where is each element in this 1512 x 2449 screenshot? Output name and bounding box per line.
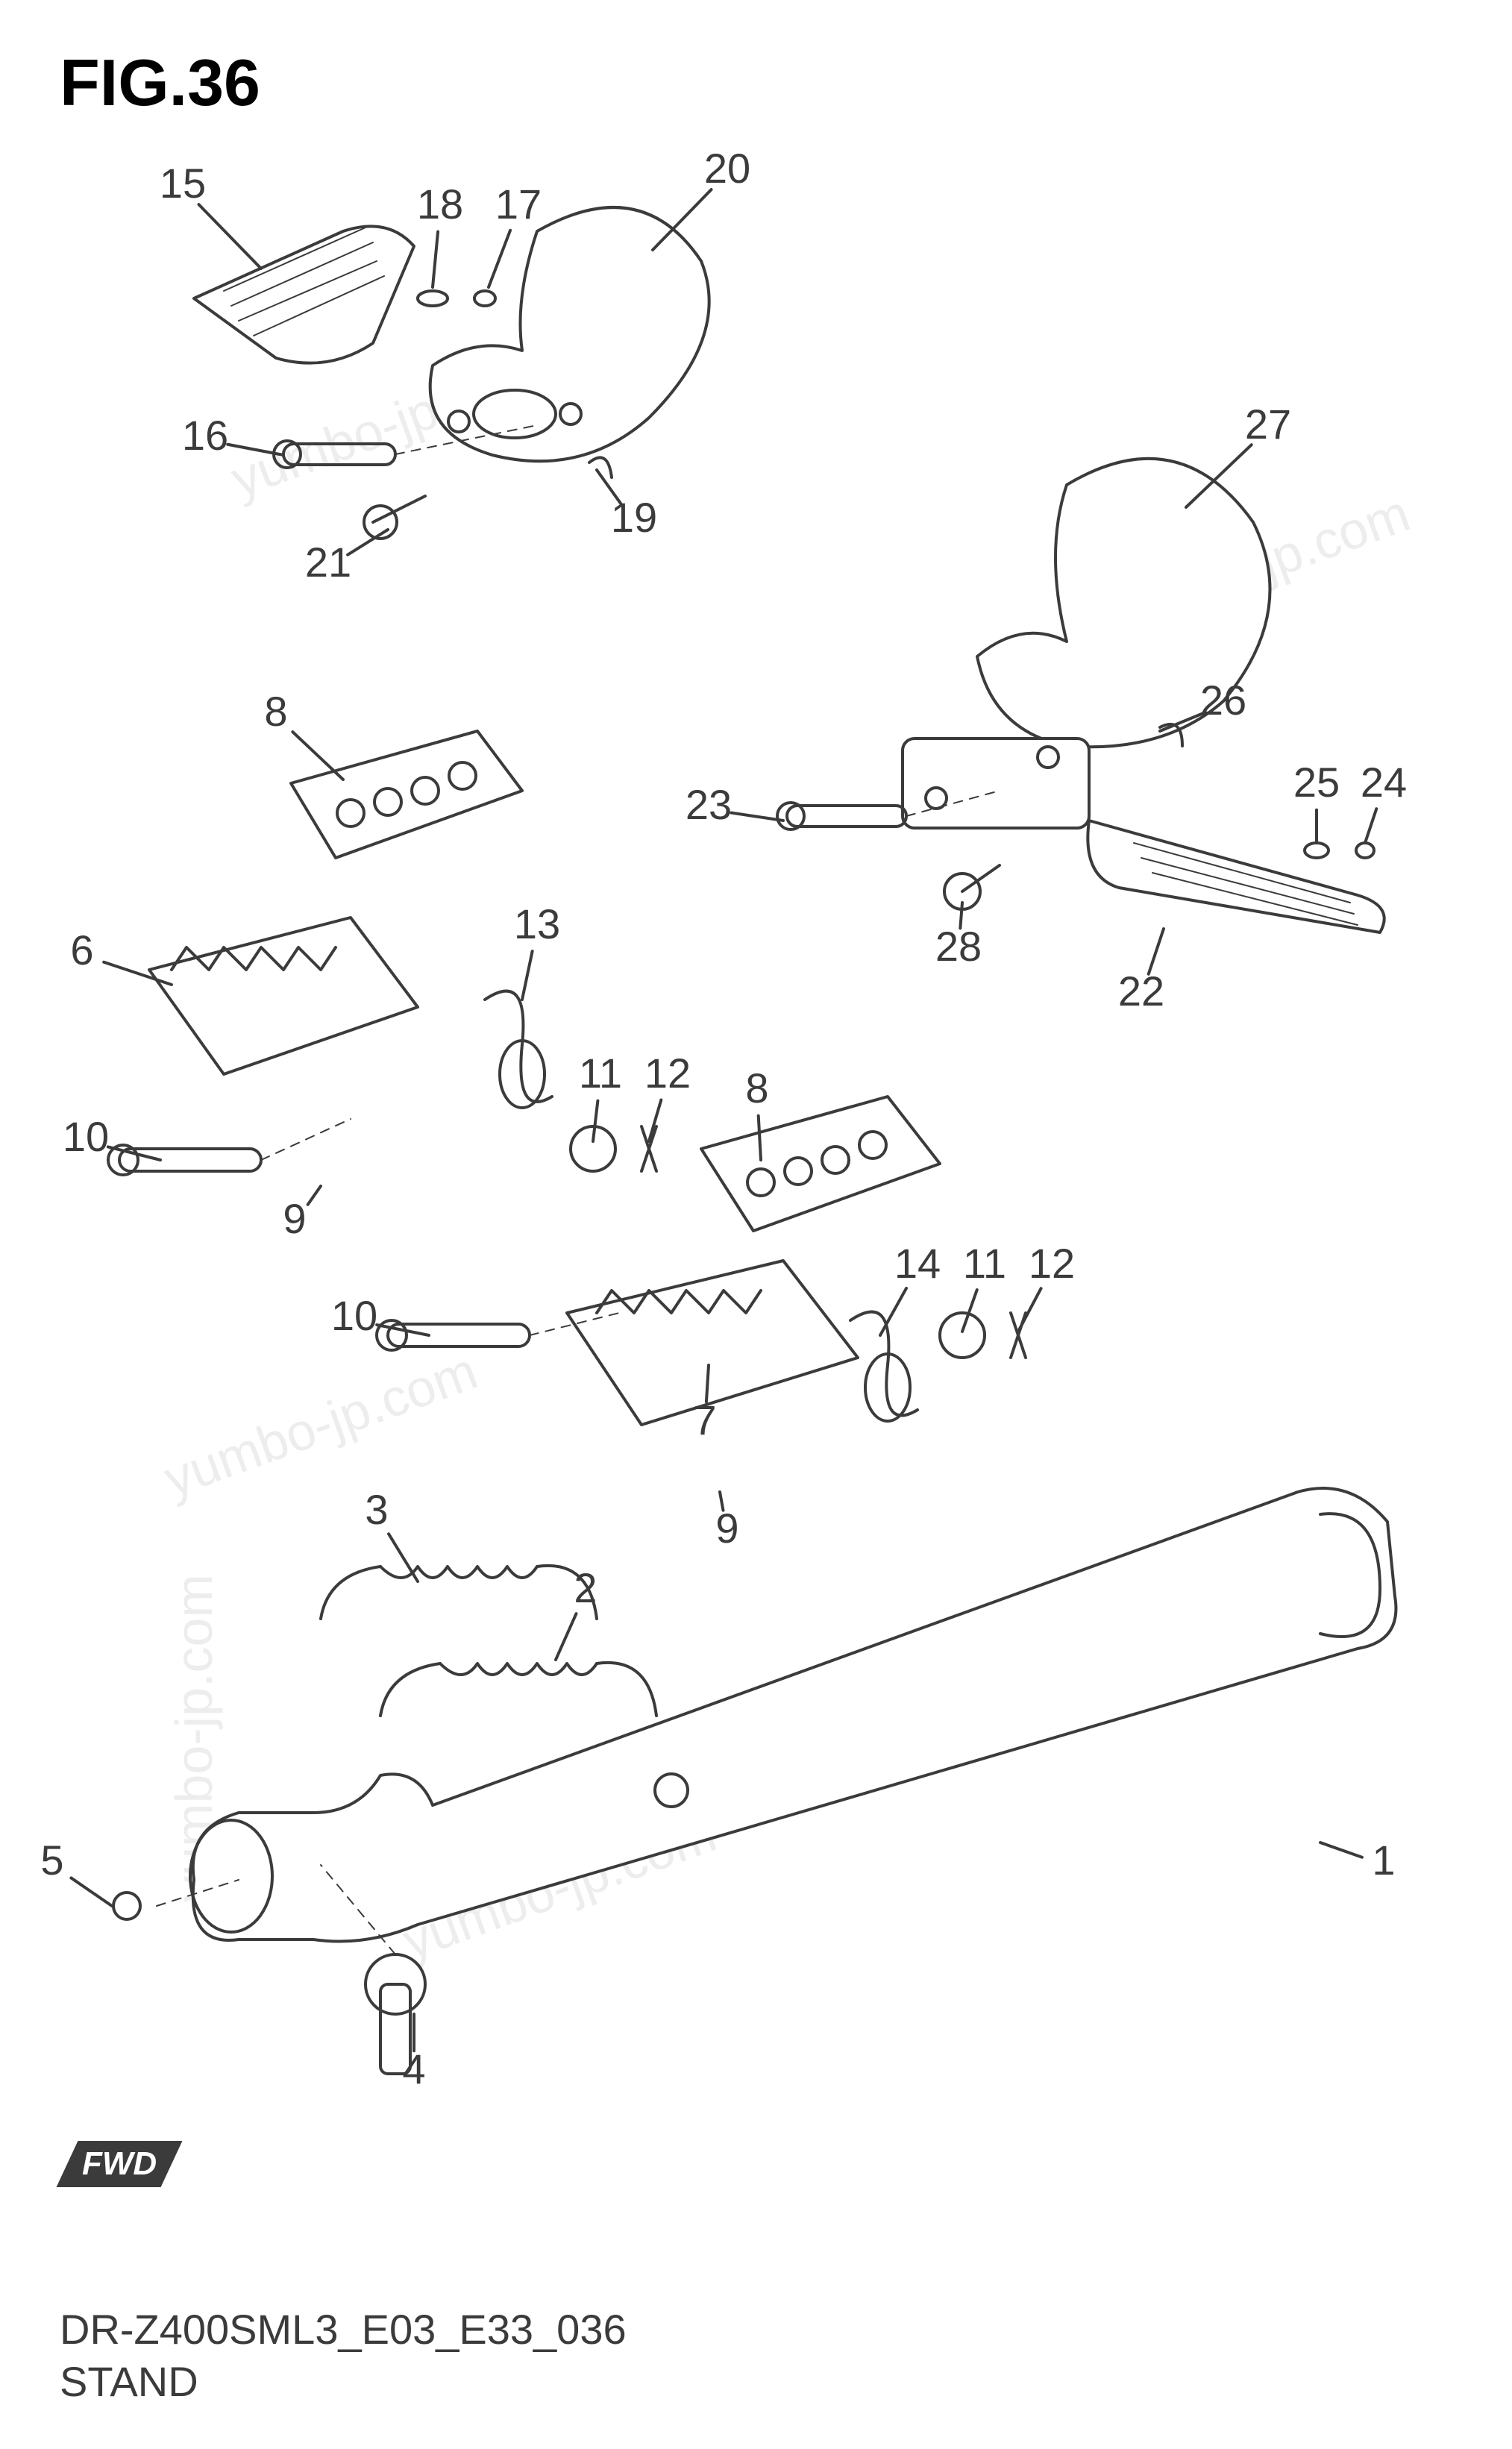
callout-10: 10 [313, 1295, 396, 1337]
callout-20: 20 [686, 148, 769, 189]
callout-24: 24 [1342, 762, 1425, 803]
callout-4: 4 [372, 2048, 456, 2090]
callout-15: 15 [141, 163, 225, 204]
callout-12: 12 [1010, 1243, 1094, 1285]
callout-12: 12 [626, 1053, 709, 1094]
callout-21: 21 [286, 542, 370, 583]
callout-2: 2 [544, 1567, 627, 1609]
callout-8: 8 [234, 691, 318, 733]
callout-13: 13 [495, 903, 579, 945]
callout-19: 19 [592, 497, 676, 539]
callout-10: 10 [44, 1116, 128, 1158]
page: FIG.36 yumbo-jp.com yumbo-jp.com yumbo-j… [0, 0, 1512, 2449]
callout-3: 3 [335, 1489, 418, 1531]
callout-1: 1 [1342, 1840, 1425, 1881]
callout-16: 16 [163, 415, 247, 457]
callout-layer: 1518172016211927262524232822861311121098… [0, 0, 1512, 2449]
callout-6: 6 [40, 929, 124, 971]
callout-27: 27 [1226, 404, 1310, 445]
callout-8: 8 [715, 1067, 799, 1109]
callout-5: 5 [10, 1840, 94, 1881]
callout-7: 7 [663, 1399, 747, 1441]
callout-26: 26 [1182, 680, 1265, 721]
callout-17: 17 [477, 184, 560, 225]
callout-22: 22 [1100, 970, 1183, 1012]
callout-28: 28 [917, 926, 1000, 968]
callout-18: 18 [398, 184, 482, 225]
callout-9: 9 [686, 1508, 769, 1549]
callout-23: 23 [667, 784, 750, 826]
callout-9: 9 [253, 1198, 336, 1240]
